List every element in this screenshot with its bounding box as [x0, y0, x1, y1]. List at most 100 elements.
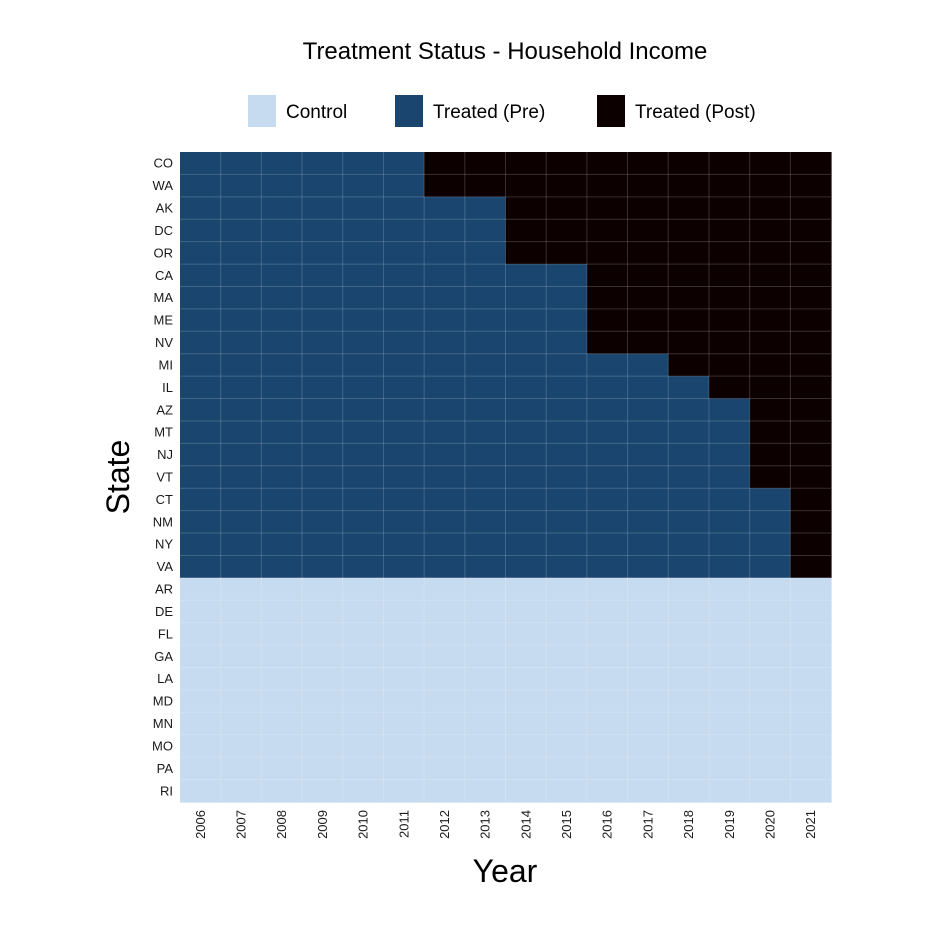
- heatmap-cell-il-2020: [749, 376, 791, 400]
- heatmap-cell-vt-2009: [302, 465, 344, 489]
- heatmap-cell-mi-2006: [180, 353, 222, 377]
- x-tick-label-2012: 2012: [437, 810, 452, 839]
- heatmap-cell-ri-2012: [424, 779, 466, 803]
- heatmap-cell-vt-2010: [342, 465, 385, 489]
- heatmap-cell-ma-2018: [668, 286, 710, 310]
- heatmap-cell-mo-2017: [627, 734, 669, 758]
- heatmap-cell-mt-2009: [302, 420, 344, 444]
- heatmap-cell-az-2013: [464, 398, 507, 422]
- y-tick-label-de: DE: [155, 604, 173, 619]
- heatmap-cell-ny-2007: [220, 533, 262, 557]
- heatmap-cell-dc-2007: [220, 219, 262, 243]
- heatmap-cell-md-2016: [586, 689, 629, 713]
- heatmap-cell-or-2016: [586, 241, 629, 265]
- heatmap-cell-me-2006: [180, 308, 222, 332]
- heatmap-cell-mi-2020: [749, 353, 791, 377]
- heatmap-cell-co-2013: [464, 152, 507, 176]
- heatmap-cell-ga-2009: [302, 645, 344, 669]
- heatmap-cell-me-2016: [586, 308, 629, 332]
- heatmap-cell-ca-2012: [424, 264, 466, 288]
- heatmap-cell-co-2015: [546, 152, 588, 176]
- heatmap-cell-vt-2007: [220, 465, 262, 489]
- heatmap-cell-ar-2009: [302, 577, 344, 601]
- heatmap-cell-mt-2015: [546, 420, 588, 444]
- heatmap-cell-md-2012: [424, 689, 466, 713]
- heatmap-cell-il-2010: [342, 376, 385, 400]
- heatmap-cell-la-2011: [383, 667, 425, 691]
- heatmap-cell-nv-2021: [790, 331, 832, 355]
- heatmap-cell-mo-2012: [424, 734, 466, 758]
- y-tick-label-pa: PA: [157, 761, 174, 776]
- heatmap-cell-la-2012: [424, 667, 466, 691]
- heatmap-cell-md-2020: [749, 689, 791, 713]
- heatmap-cell-ct-2007: [220, 488, 262, 512]
- heatmap-cell-vt-2021: [790, 465, 832, 489]
- heatmap-cell-ny-2010: [342, 533, 385, 557]
- heatmap-cell-ma-2007: [220, 286, 262, 310]
- heatmap-cell-nj-2017: [627, 443, 669, 467]
- heatmap-cell-ga-2007: [220, 645, 262, 669]
- heatmap-cell-ri-2007: [220, 779, 262, 803]
- heatmap-cell-wa-2021: [790, 174, 832, 198]
- heatmap-cell-ri-2006: [180, 779, 222, 803]
- heatmap-cell-mt-2018: [668, 420, 710, 444]
- heatmap-cell-wa-2014: [505, 174, 547, 198]
- heatmap-cell-mt-2021: [790, 420, 832, 444]
- y-tick-label-nm: NM: [153, 514, 173, 529]
- heatmap-cell-il-2011: [383, 376, 425, 400]
- heatmap-cell-ma-2019: [708, 286, 751, 310]
- y-tick-label-nj: NJ: [157, 447, 173, 462]
- heatmap-cell-ar-2021: [790, 577, 832, 601]
- heatmap-cell-pa-2011: [383, 757, 425, 781]
- x-tick-label-2018: 2018: [681, 810, 696, 839]
- heatmap-cell-fl-2020: [749, 622, 791, 646]
- heatmap-cell-ak-2011: [383, 196, 425, 220]
- legend-swatch-pre: [395, 95, 423, 127]
- heatmap-cell-md-2013: [464, 689, 507, 713]
- heatmap-cell-vt-2019: [708, 465, 751, 489]
- heatmap-cell-ar-2006: [180, 577, 222, 601]
- heatmap-cell-nm-2016: [586, 510, 629, 534]
- heatmap-cell-me-2009: [302, 308, 344, 332]
- heatmap-cell-az-2017: [627, 398, 669, 422]
- heatmap-cell-ri-2010: [342, 779, 385, 803]
- heatmap-cell-ct-2014: [505, 488, 547, 512]
- heatmap-cell-pa-2009: [302, 757, 344, 781]
- heatmap-cell-ma-2015: [546, 286, 588, 310]
- x-tick-label-2009: 2009: [315, 810, 330, 839]
- heatmap-cell-il-2012: [424, 376, 466, 400]
- heatmap-cell-fl-2018: [668, 622, 710, 646]
- heatmap-cell-nv-2016: [586, 331, 629, 355]
- x-tick-label-2011: 2011: [396, 810, 411, 838]
- heatmap-cell-fl-2014: [505, 622, 547, 646]
- heatmap-cell-ri-2018: [668, 779, 710, 803]
- heatmap-cell-fl-2012: [424, 622, 466, 646]
- heatmap-cell-ar-2014: [505, 577, 547, 601]
- heatmap-cell-nv-2014: [505, 331, 547, 355]
- heatmap-cell-va-2020: [749, 555, 791, 579]
- heatmap-cell-wa-2006: [180, 174, 222, 198]
- heatmap-cell-fl-2015: [546, 622, 588, 646]
- heatmap-cell-or-2007: [220, 241, 262, 265]
- heatmap-cell-ny-2009: [302, 533, 344, 557]
- x-tick-label-2007: 2007: [234, 810, 249, 839]
- heatmap-cell-va-2006: [180, 555, 222, 579]
- heatmap-cell-nj-2009: [302, 443, 344, 467]
- heatmap-cell-ga-2017: [627, 645, 669, 669]
- heatmap-cell-md-2018: [668, 689, 710, 713]
- heatmap-cell-mt-2012: [424, 420, 466, 444]
- heatmap-cell-me-2015: [546, 308, 588, 332]
- heatmap-cell-nm-2019: [708, 510, 751, 534]
- heatmap-cell-mo-2008: [261, 734, 303, 758]
- heatmap-cell-nj-2008: [261, 443, 303, 467]
- heatmap-cell-vt-2017: [627, 465, 669, 489]
- heatmap-cell-az-2019: [708, 398, 751, 422]
- heatmap-cell-wa-2019: [708, 174, 751, 198]
- heatmap-cell-mn-2009: [302, 712, 344, 736]
- heatmap-cell-ct-2006: [180, 488, 222, 512]
- heatmap-cell-az-2016: [586, 398, 629, 422]
- heatmap-cell-ga-2013: [464, 645, 507, 669]
- y-tick-label-or: OR: [154, 245, 174, 260]
- heatmap-cell-az-2020: [749, 398, 791, 422]
- heatmap-cell-or-2021: [790, 241, 832, 265]
